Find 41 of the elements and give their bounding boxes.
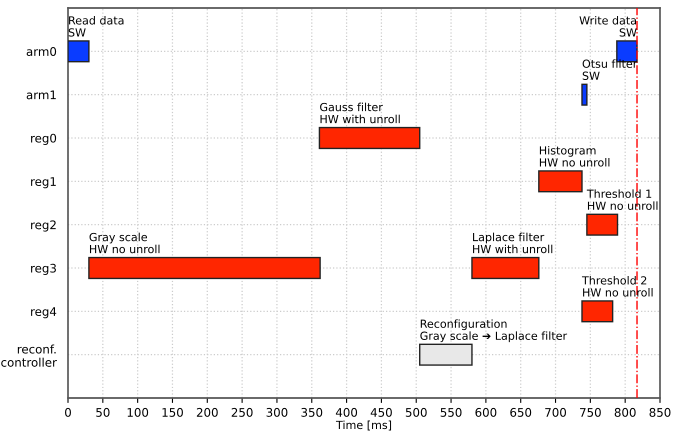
annotation: Reconfiguration Gray scale ➔ Laplace filter <box>420 319 568 342</box>
y-tick-label: arm1 <box>26 90 56 100</box>
x-tick-label: 300 <box>266 408 288 417</box>
y-tick-label: arm0 <box>26 47 56 56</box>
x-tick-label: 350 <box>301 408 322 417</box>
y-tick-label: reg3 <box>31 264 56 275</box>
x-tick-label: 100 <box>128 408 148 417</box>
annotation: Laplace filter HW with unroll <box>473 232 552 254</box>
x-tick-label: 550 <box>440 408 462 417</box>
y-tick-label: reg2 <box>31 220 56 232</box>
annotation: Threshold 1 HW no unroll <box>586 189 658 210</box>
y-tick-label: reg1 <box>31 177 56 188</box>
annotation: Gauss filter HW with unroll <box>320 102 400 124</box>
annotation: Histogram HW no unroll <box>540 146 610 167</box>
annotation: Gray scale HW no unroll <box>90 232 160 254</box>
x-tick-label: 150 <box>162 408 183 417</box>
x-tick-label: 700 <box>545 408 566 417</box>
annotation: Read data SW <box>68 16 124 37</box>
x-tick-label: 0 <box>65 408 71 417</box>
x-tick-label: 850 <box>650 408 670 417</box>
x-axis-title: Time [ms] <box>336 420 392 430</box>
x-tick-label: 450 <box>370 408 392 417</box>
bar <box>419 344 473 366</box>
bar <box>581 300 614 322</box>
x-tick-label: 650 <box>510 408 532 417</box>
x-tick-label: 50 <box>96 408 110 417</box>
annotation: Write data SW <box>579 16 637 37</box>
y-tick-label: reg4 <box>31 307 56 318</box>
y-tick-label: reg0 <box>31 134 56 145</box>
x-tick-label: 800 <box>614 408 636 417</box>
bar <box>538 170 583 192</box>
bar <box>88 256 321 280</box>
x-tick-label: 750 <box>580 408 601 417</box>
x-tick-label: 600 <box>475 408 496 417</box>
bar <box>318 126 420 150</box>
x-tick-label: 400 <box>336 408 358 417</box>
x-tick-label: 500 <box>406 408 427 417</box>
bar <box>586 214 618 236</box>
x-tick-label: 250 <box>232 408 253 417</box>
x-tick-label: 200 <box>196 408 218 417</box>
y-tick-label: reconf. controller <box>1 344 57 367</box>
